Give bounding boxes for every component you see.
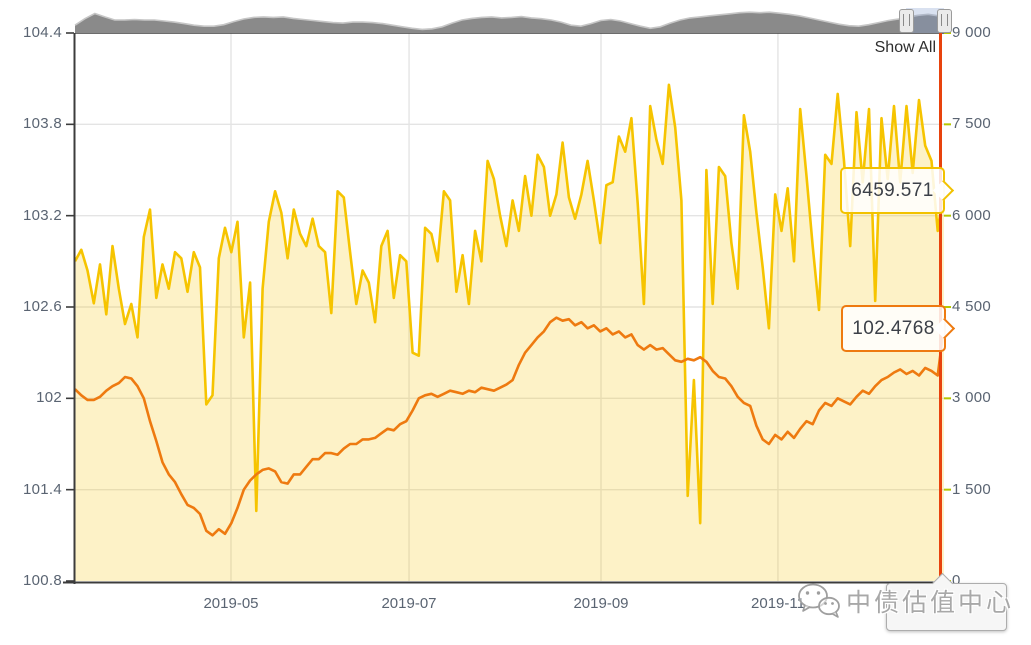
navigator-outline — [74, 11, 949, 31]
y-axis-left-label: 102.6 — [22, 298, 62, 315]
x-axis-label: 2019-05 — [203, 595, 259, 612]
navigator-handle-right[interactable] — [937, 9, 952, 33]
y-axis-right-label: 0 — [952, 572, 961, 589]
x-axis-label: 2019-11 — [751, 595, 805, 612]
watermark: 中债估值中心 — [796, 582, 1014, 620]
y-axis-left-label: 100.8 — [22, 572, 62, 589]
date-tooltip — [886, 572, 1007, 631]
handle-grip-icon — [941, 14, 948, 26]
volume-area-fill — [75, 84, 944, 582]
y-axis-right-label: 4 500 — [952, 298, 992, 315]
handle-grip-icon — [903, 14, 910, 26]
y-axis-right-label: 9 000 — [952, 24, 992, 41]
y-axis-left-label: 104.4 — [22, 24, 62, 41]
x-axis-label: 2019-09 — [573, 595, 629, 612]
navigator-handle-left[interactable] — [899, 9, 914, 33]
x-axis-label: 2019-07 — [381, 595, 437, 612]
y-axis-right-label: 3 000 — [952, 389, 992, 406]
y-axis-right-label: 7 500 — [952, 115, 992, 132]
y-axis-left-label: 101.4 — [22, 481, 62, 498]
y-axis-left-label: 102 — [36, 389, 62, 406]
navigator-area[interactable] — [75, 12, 948, 33]
index-series-line — [74, 316, 946, 537]
volume-value: 6459.571 — [851, 179, 934, 201]
index-value-tooltip: 102.4768 — [841, 305, 956, 352]
y-axis-left-label: 103.2 — [22, 207, 62, 224]
y-axis-right-label: 6 000 — [952, 207, 992, 224]
watermark-text: 中债估值中心 — [846, 589, 1015, 617]
wechat-icon — [798, 583, 840, 618]
show-all-button[interactable]: Show All — [874, 39, 936, 56]
gridlines — [75, 33, 944, 581]
y-axis-right-label: 1 500 — [952, 481, 992, 498]
index-value: 102.4768 — [852, 317, 935, 339]
volume-value-tooltip: 6459.571 — [840, 167, 955, 214]
volume-series-line — [73, 83, 946, 525]
y-axis-left-label: 103.8 — [22, 115, 62, 132]
